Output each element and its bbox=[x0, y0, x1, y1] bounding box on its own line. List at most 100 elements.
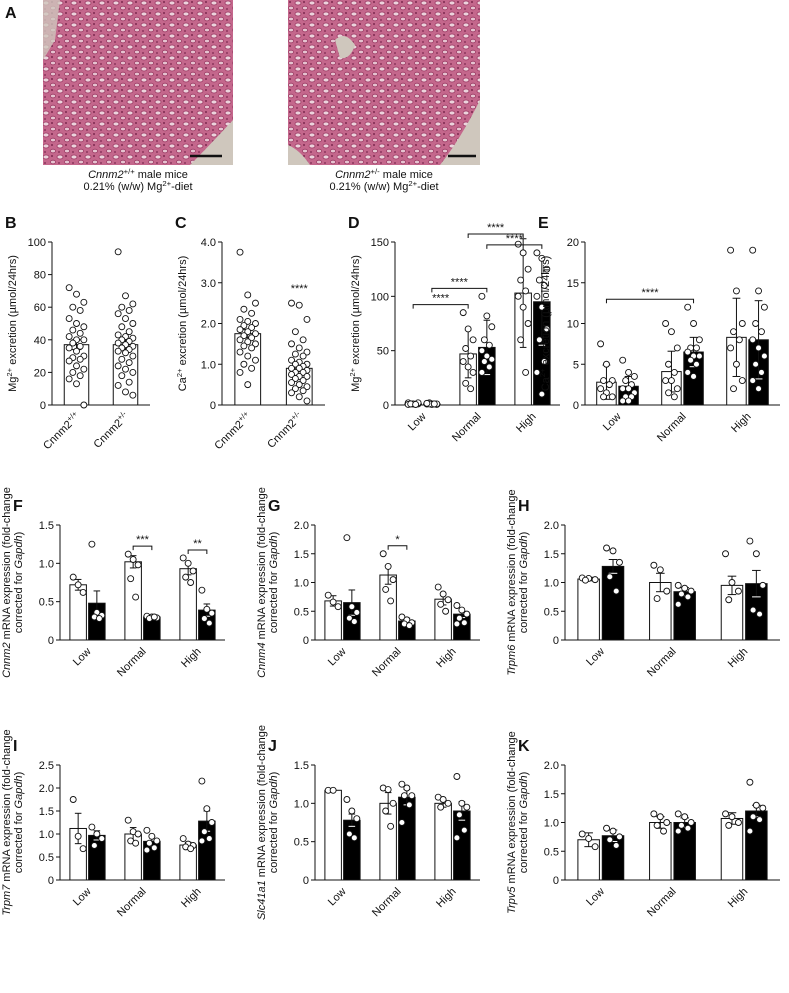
data-point bbox=[460, 619, 468, 627]
data-point bbox=[76, 329, 84, 337]
text-part: 2+ bbox=[348, 367, 357, 376]
image-caption: Cnnm2+/+ male mice bbox=[88, 167, 188, 182]
data-point bbox=[143, 826, 151, 834]
data-point bbox=[73, 290, 80, 298]
y-tick-label: 2.0 bbox=[544, 520, 559, 532]
data-point bbox=[609, 547, 617, 555]
x-tick-label: Normal bbox=[370, 646, 404, 680]
data-point bbox=[129, 320, 137, 327]
bar bbox=[673, 591, 696, 641]
panel-label: H bbox=[518, 498, 530, 515]
data-point bbox=[236, 348, 244, 356]
data-point bbox=[625, 397, 632, 405]
data-point bbox=[464, 325, 472, 333]
data-point bbox=[65, 357, 73, 365]
data-point bbox=[478, 347, 486, 355]
data-point bbox=[324, 591, 332, 599]
data-point bbox=[400, 792, 408, 800]
data-point bbox=[485, 341, 493, 349]
data-point bbox=[134, 561, 142, 569]
data-point bbox=[125, 378, 133, 386]
text-part: corrected for bbox=[518, 808, 530, 873]
significance-bracket bbox=[467, 233, 524, 238]
data-point bbox=[749, 606, 757, 614]
data-point bbox=[295, 381, 303, 389]
data-point bbox=[488, 355, 496, 363]
text-part: mRNA expression (fold-change bbox=[506, 731, 518, 886]
data-point bbox=[179, 835, 187, 843]
y-tick-label: 2.0 bbox=[294, 520, 309, 532]
data-point bbox=[755, 287, 762, 295]
data-point bbox=[455, 614, 463, 622]
data-point bbox=[248, 324, 256, 332]
data-point bbox=[684, 348, 692, 356]
data-point bbox=[483, 352, 491, 360]
significance-bracket bbox=[412, 304, 469, 309]
data-point bbox=[288, 299, 295, 307]
data-point bbox=[122, 292, 129, 300]
data-point bbox=[690, 373, 697, 380]
data-point bbox=[303, 383, 311, 391]
data-point bbox=[755, 344, 762, 352]
text-part: Gapdh bbox=[13, 535, 25, 568]
data-point bbox=[288, 379, 295, 387]
text-part: -diet bbox=[417, 181, 438, 193]
significance-label: **** bbox=[641, 287, 659, 299]
text-part: ) bbox=[518, 532, 530, 536]
data-point bbox=[684, 593, 692, 601]
data-point bbox=[288, 370, 295, 378]
data-point bbox=[662, 377, 670, 384]
data-point bbox=[681, 813, 689, 821]
text-part: corrected for bbox=[518, 568, 530, 633]
x-tick-label: High bbox=[179, 886, 203, 910]
data-point bbox=[674, 810, 682, 818]
data-point bbox=[329, 786, 337, 794]
data-point bbox=[533, 368, 541, 376]
text-part: excretion (µmol/24hrs) bbox=[350, 255, 362, 368]
y-tick-label: 0 bbox=[573, 400, 579, 412]
data-point bbox=[616, 833, 623, 841]
data-point bbox=[248, 344, 256, 352]
data-point bbox=[733, 360, 740, 368]
data-point bbox=[759, 581, 767, 589]
data-point bbox=[389, 799, 397, 807]
bar bbox=[453, 810, 471, 881]
data-point bbox=[189, 567, 197, 575]
data-point bbox=[93, 830, 101, 838]
data-point bbox=[129, 300, 137, 308]
data-point bbox=[79, 589, 87, 596]
data-point bbox=[453, 773, 461, 780]
text-part: Cnnm2 bbox=[1, 642, 13, 677]
x-tick-label: High bbox=[179, 646, 203, 670]
data-point bbox=[758, 328, 765, 336]
data-point bbox=[329, 598, 337, 606]
text-part: Trpv5 bbox=[506, 886, 518, 914]
text-part: 2+ bbox=[408, 179, 417, 188]
data-point bbox=[132, 839, 140, 847]
data-point bbox=[653, 821, 661, 829]
data-point bbox=[535, 276, 543, 284]
data-point bbox=[533, 292, 541, 300]
data-point bbox=[80, 336, 88, 344]
data-point bbox=[122, 365, 129, 373]
data-point bbox=[522, 287, 530, 295]
text-part: ) bbox=[268, 532, 280, 536]
data-point bbox=[437, 803, 445, 811]
y-axis-label: Trpm7 mRNA expression (fold-change bbox=[1, 729, 13, 915]
data-point bbox=[760, 303, 768, 311]
y-tick-label: 0.5 bbox=[39, 597, 54, 609]
data-point bbox=[125, 359, 133, 367]
data-point bbox=[674, 827, 682, 835]
y-tick-label: 0 bbox=[48, 635, 54, 647]
significance-label: ** bbox=[193, 538, 202, 550]
text-part: Gapdh bbox=[518, 775, 530, 808]
y-tick-label: 3.0 bbox=[201, 278, 216, 290]
data-point bbox=[114, 339, 122, 347]
text-part: Gapdh bbox=[268, 775, 280, 808]
text-part: Cnnm2 bbox=[212, 419, 246, 453]
data-point bbox=[382, 807, 390, 815]
y-tick-label: 1.5 bbox=[294, 760, 309, 772]
y-tick-label: 1.0 bbox=[201, 359, 216, 371]
text-part: Trpm6 bbox=[506, 644, 518, 676]
